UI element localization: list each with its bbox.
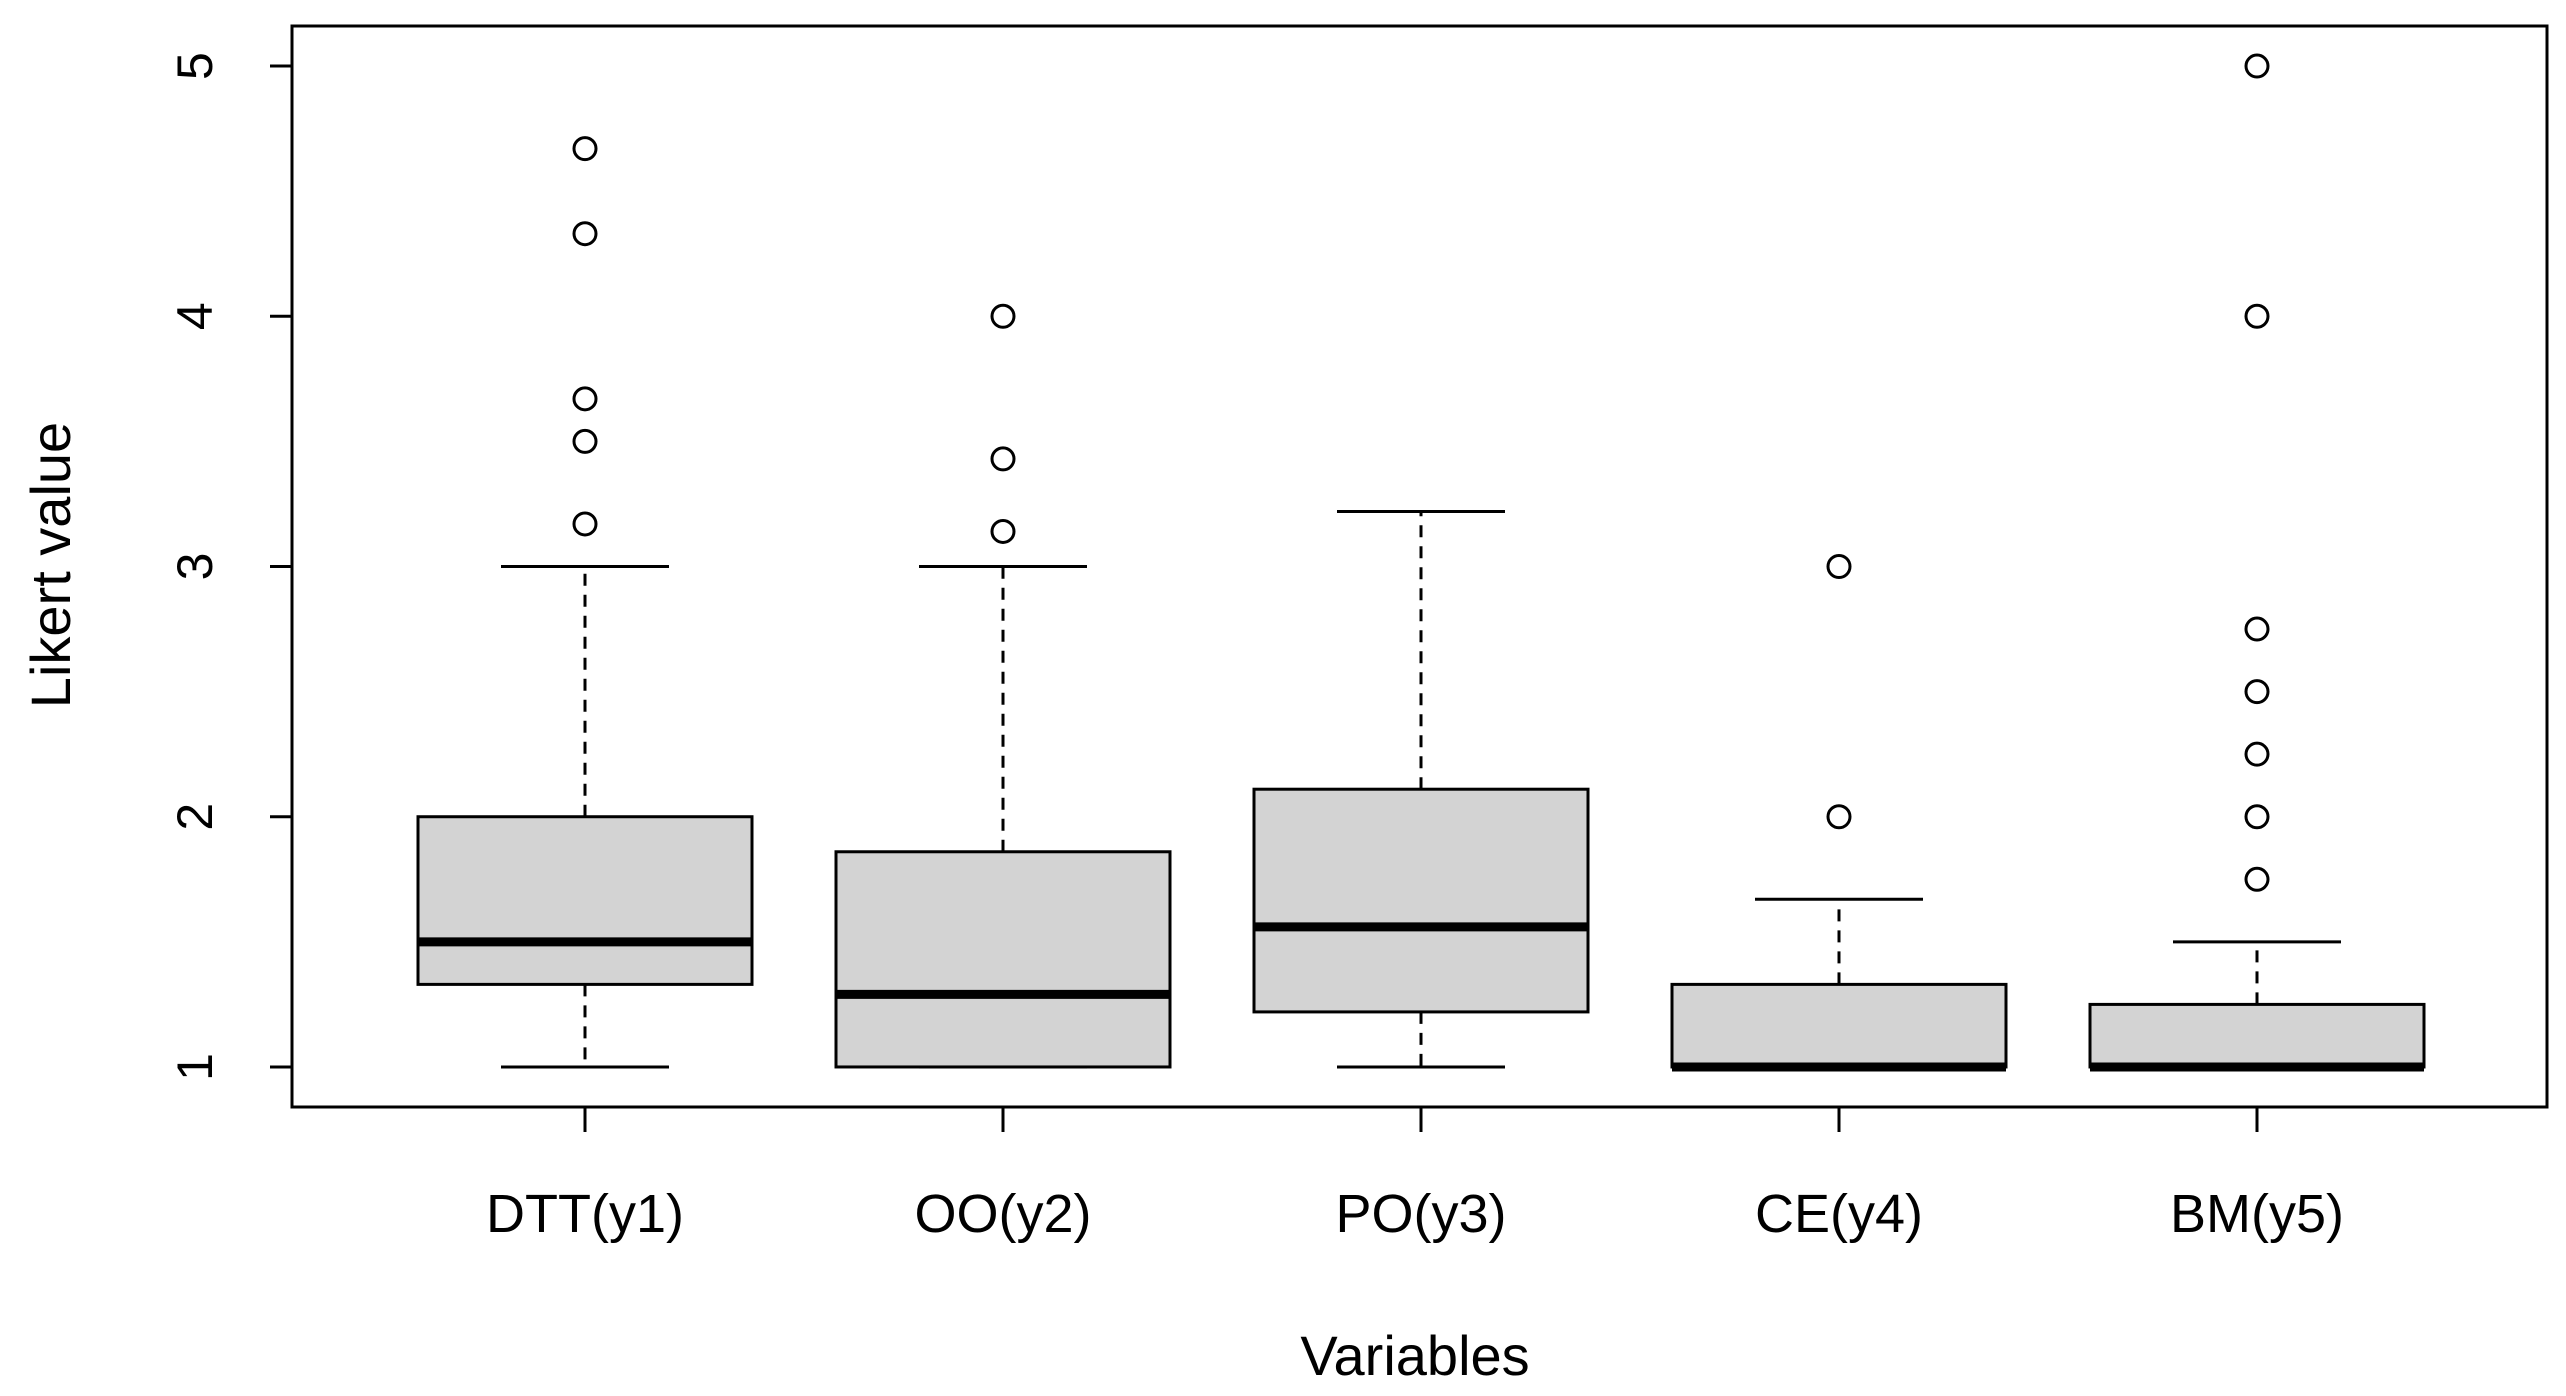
box bbox=[416, 815, 754, 986]
outlier-point bbox=[2244, 679, 2270, 705]
outlier-point bbox=[1826, 804, 1852, 830]
outlier-point bbox=[572, 511, 598, 537]
box bbox=[834, 850, 1172, 1069]
outlier-point bbox=[1826, 554, 1852, 579]
y-tick-label: 1 bbox=[167, 1053, 223, 1081]
box bbox=[2088, 1002, 2426, 1069]
y-tick-label: 4 bbox=[167, 302, 223, 330]
outlier-point bbox=[572, 386, 598, 412]
x-tick-label: PO(y3) bbox=[1335, 1184, 1506, 1244]
outlier-point bbox=[2244, 804, 2270, 830]
y-tick-label: 5 bbox=[167, 52, 223, 80]
outlier-point bbox=[990, 303, 1016, 329]
outlier-point bbox=[572, 136, 598, 162]
y-axis-title: Likert value bbox=[19, 422, 82, 708]
x-tick-label: BM(y5) bbox=[2170, 1184, 2344, 1244]
y-tick-label: 3 bbox=[167, 553, 223, 581]
x-axis-title: Variables bbox=[1300, 1324, 1529, 1387]
outlier-point bbox=[2244, 303, 2270, 329]
outlier-point bbox=[990, 446, 1016, 472]
outlier-point bbox=[2244, 53, 2270, 79]
outlier-point bbox=[990, 518, 1016, 544]
y-tick-label: 2 bbox=[167, 803, 223, 831]
box bbox=[1252, 787, 1590, 1014]
plot-layer: 1 2 3 4 5 DTT(y1) OO(y2) PO(y3) CE(y4) BM(y5) bbox=[167, 24, 2549, 1244]
x-tick-label: DTT(y1) bbox=[486, 1184, 684, 1244]
outlier-point bbox=[2244, 866, 2270, 892]
x-tick-label: CE(y4) bbox=[1755, 1184, 1923, 1244]
outlier-point bbox=[572, 428, 598, 454]
box bbox=[1670, 982, 2008, 1069]
outlier-point bbox=[2244, 616, 2270, 642]
outlier-point bbox=[572, 221, 598, 247]
x-tick-label: OO(y2) bbox=[914, 1184, 1091, 1244]
outlier-point bbox=[2244, 741, 2270, 767]
